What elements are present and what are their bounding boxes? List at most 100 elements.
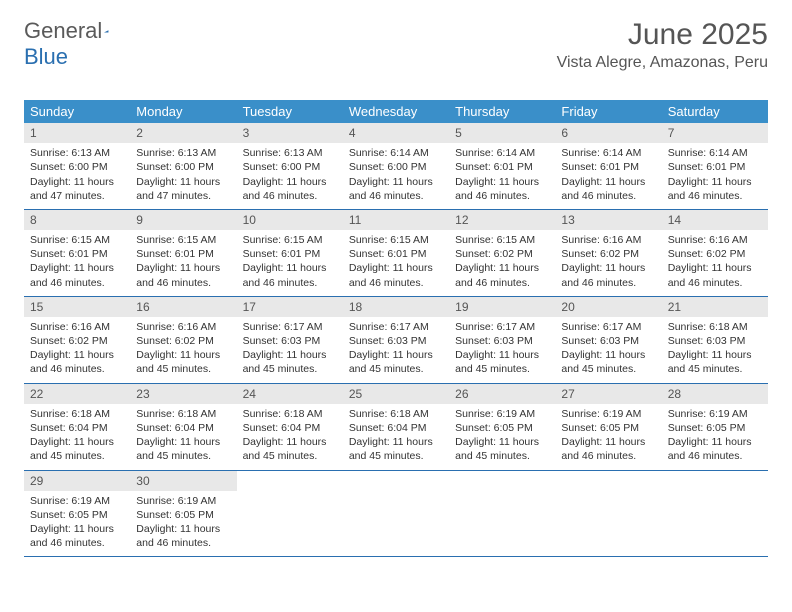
daylight-text: Daylight: 11 hours and 46 minutes. — [455, 261, 549, 289]
day-number: 20 — [555, 297, 661, 317]
day-header-cell: Monday — [130, 100, 236, 123]
sunrise-text: Sunrise: 6:18 AM — [243, 407, 337, 421]
sunset-text: Sunset: 6:03 PM — [349, 334, 443, 348]
daylight-text: Daylight: 11 hours and 46 minutes. — [561, 175, 655, 203]
day-number: 24 — [237, 384, 343, 404]
sunset-text: Sunset: 6:05 PM — [136, 508, 230, 522]
day-cell: 18Sunrise: 6:17 AMSunset: 6:03 PMDayligh… — [343, 297, 449, 383]
sunrise-text: Sunrise: 6:15 AM — [30, 233, 124, 247]
day-number: 17 — [237, 297, 343, 317]
daylight-text: Daylight: 11 hours and 46 minutes. — [349, 261, 443, 289]
day-cell: 11Sunrise: 6:15 AMSunset: 6:01 PMDayligh… — [343, 210, 449, 296]
day-cell: 10Sunrise: 6:15 AMSunset: 6:01 PMDayligh… — [237, 210, 343, 296]
day-number: 13 — [555, 210, 661, 230]
sunset-text: Sunset: 6:01 PM — [349, 247, 443, 261]
daylight-text: Daylight: 11 hours and 45 minutes. — [243, 348, 337, 376]
daylight-text: Daylight: 11 hours and 47 minutes. — [30, 175, 124, 203]
day-body: Sunrise: 6:16 AMSunset: 6:02 PMDaylight:… — [24, 317, 130, 383]
day-header-cell: Saturday — [662, 100, 768, 123]
sunset-text: Sunset: 6:05 PM — [455, 421, 549, 435]
sunset-text: Sunset: 6:02 PM — [30, 334, 124, 348]
sunset-text: Sunset: 6:04 PM — [349, 421, 443, 435]
sunset-text: Sunset: 6:03 PM — [561, 334, 655, 348]
sunset-text: Sunset: 6:05 PM — [30, 508, 124, 522]
day-number: 7 — [662, 123, 768, 143]
sunset-text: Sunset: 6:01 PM — [668, 160, 762, 174]
sunrise-text: Sunrise: 6:17 AM — [349, 320, 443, 334]
header: General June 2025 Vista Alegre, Amazonas… — [24, 18, 768, 72]
day-body: Sunrise: 6:15 AMSunset: 6:01 PMDaylight:… — [343, 230, 449, 296]
day-cell: 9Sunrise: 6:15 AMSunset: 6:01 PMDaylight… — [130, 210, 236, 296]
day-cell: 16Sunrise: 6:16 AMSunset: 6:02 PMDayligh… — [130, 297, 236, 383]
sunrise-text: Sunrise: 6:17 AM — [561, 320, 655, 334]
day-number: 26 — [449, 384, 555, 404]
calendar: SundayMondayTuesdayWednesdayThursdayFrid… — [24, 100, 768, 557]
day-number: 11 — [343, 210, 449, 230]
day-body: Sunrise: 6:19 AMSunset: 6:05 PMDaylight:… — [449, 404, 555, 470]
day-cell: 27Sunrise: 6:19 AMSunset: 6:05 PMDayligh… — [555, 384, 661, 470]
daylight-text: Daylight: 11 hours and 46 minutes. — [243, 175, 337, 203]
sunset-text: Sunset: 6:03 PM — [668, 334, 762, 348]
day-body: Sunrise: 6:17 AMSunset: 6:03 PMDaylight:… — [555, 317, 661, 383]
day-body: Sunrise: 6:14 AMSunset: 6:01 PMDaylight:… — [449, 143, 555, 209]
sunrise-text: Sunrise: 6:15 AM — [136, 233, 230, 247]
logo: General — [24, 18, 130, 44]
day-cell: 17Sunrise: 6:17 AMSunset: 6:03 PMDayligh… — [237, 297, 343, 383]
sunrise-text: Sunrise: 6:16 AM — [668, 233, 762, 247]
sunrise-text: Sunrise: 6:17 AM — [455, 320, 549, 334]
day-header-cell: Sunday — [24, 100, 130, 123]
sunrise-text: Sunrise: 6:13 AM — [30, 146, 124, 160]
sunrise-text: Sunrise: 6:15 AM — [349, 233, 443, 247]
day-cell: 23Sunrise: 6:18 AMSunset: 6:04 PMDayligh… — [130, 384, 236, 470]
sunset-text: Sunset: 6:01 PM — [561, 160, 655, 174]
day-cell: 4Sunrise: 6:14 AMSunset: 6:00 PMDaylight… — [343, 123, 449, 209]
day-header-row: SundayMondayTuesdayWednesdayThursdayFrid… — [24, 100, 768, 123]
sunset-text: Sunset: 6:00 PM — [136, 160, 230, 174]
day-body: Sunrise: 6:17 AMSunset: 6:03 PMDaylight:… — [449, 317, 555, 383]
daylight-text: Daylight: 11 hours and 46 minutes. — [561, 261, 655, 289]
day-body: Sunrise: 6:17 AMSunset: 6:03 PMDaylight:… — [237, 317, 343, 383]
sunrise-text: Sunrise: 6:18 AM — [349, 407, 443, 421]
sunset-text: Sunset: 6:04 PM — [136, 421, 230, 435]
daylight-text: Daylight: 11 hours and 46 minutes. — [136, 261, 230, 289]
day-number: 9 — [130, 210, 236, 230]
day-cell: 19Sunrise: 6:17 AMSunset: 6:03 PMDayligh… — [449, 297, 555, 383]
sunset-text: Sunset: 6:00 PM — [30, 160, 124, 174]
week-row: 29Sunrise: 6:19 AMSunset: 6:05 PMDayligh… — [24, 471, 768, 558]
day-body: Sunrise: 6:13 AMSunset: 6:00 PMDaylight:… — [237, 143, 343, 209]
day-body: Sunrise: 6:15 AMSunset: 6:02 PMDaylight:… — [449, 230, 555, 296]
day-number: 16 — [130, 297, 236, 317]
sunrise-text: Sunrise: 6:19 AM — [30, 494, 124, 508]
day-cell: 21Sunrise: 6:18 AMSunset: 6:03 PMDayligh… — [662, 297, 768, 383]
title-block: June 2025 Vista Alegre, Amazonas, Peru — [557, 18, 768, 72]
day-body: Sunrise: 6:14 AMSunset: 6:00 PMDaylight:… — [343, 143, 449, 209]
day-body: Sunrise: 6:16 AMSunset: 6:02 PMDaylight:… — [130, 317, 236, 383]
day-header-cell: Tuesday — [237, 100, 343, 123]
day-number: 5 — [449, 123, 555, 143]
logo-text-blue: Blue — [24, 44, 68, 69]
sunrise-text: Sunrise: 6:18 AM — [30, 407, 124, 421]
day-cell: 22Sunrise: 6:18 AMSunset: 6:04 PMDayligh… — [24, 384, 130, 470]
sunrise-text: Sunrise: 6:15 AM — [243, 233, 337, 247]
week-row: 1Sunrise: 6:13 AMSunset: 6:00 PMDaylight… — [24, 123, 768, 210]
daylight-text: Daylight: 11 hours and 45 minutes. — [668, 348, 762, 376]
sunset-text: Sunset: 6:03 PM — [455, 334, 549, 348]
sunrise-text: Sunrise: 6:14 AM — [349, 146, 443, 160]
sunrise-text: Sunrise: 6:16 AM — [561, 233, 655, 247]
day-cell: 1Sunrise: 6:13 AMSunset: 6:00 PMDaylight… — [24, 123, 130, 209]
daylight-text: Daylight: 11 hours and 46 minutes. — [668, 261, 762, 289]
day-number: 25 — [343, 384, 449, 404]
day-body: Sunrise: 6:16 AMSunset: 6:02 PMDaylight:… — [662, 230, 768, 296]
sunset-text: Sunset: 6:04 PM — [30, 421, 124, 435]
daylight-text: Daylight: 11 hours and 45 minutes. — [136, 348, 230, 376]
sunset-text: Sunset: 6:00 PM — [349, 160, 443, 174]
sunset-text: Sunset: 6:01 PM — [455, 160, 549, 174]
day-number: 2 — [130, 123, 236, 143]
sunrise-text: Sunrise: 6:14 AM — [455, 146, 549, 160]
location: Vista Alegre, Amazonas, Peru — [557, 54, 768, 72]
sunrise-text: Sunrise: 6:13 AM — [243, 146, 337, 160]
daylight-text: Daylight: 11 hours and 46 minutes. — [243, 261, 337, 289]
day-cell: 25Sunrise: 6:18 AMSunset: 6:04 PMDayligh… — [343, 384, 449, 470]
day-cell: 20Sunrise: 6:17 AMSunset: 6:03 PMDayligh… — [555, 297, 661, 383]
day-body: Sunrise: 6:19 AMSunset: 6:05 PMDaylight:… — [24, 491, 130, 557]
